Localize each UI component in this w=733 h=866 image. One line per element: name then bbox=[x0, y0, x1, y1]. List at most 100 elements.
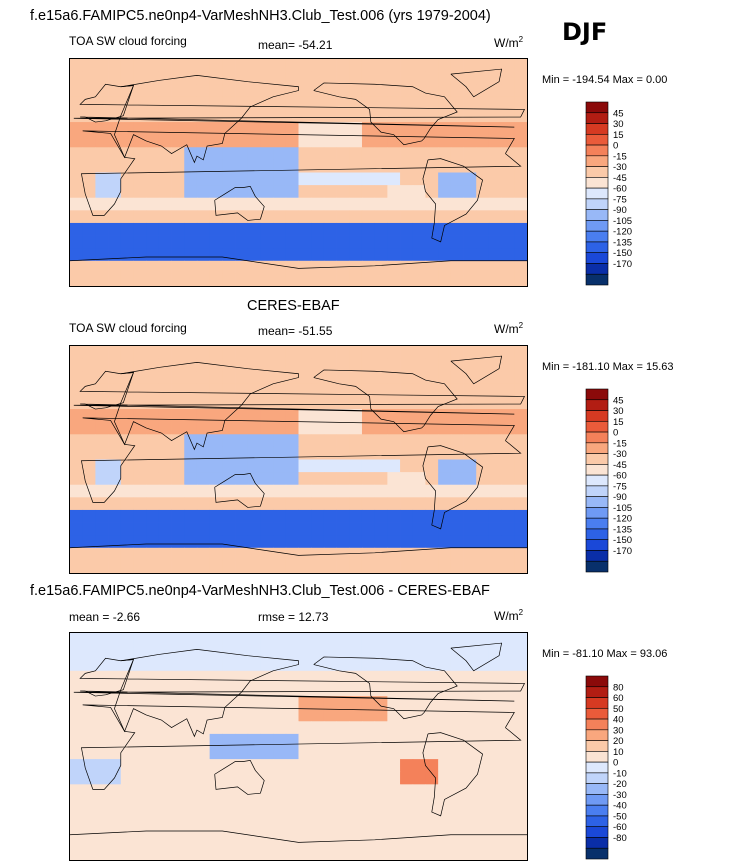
map-field-cell bbox=[120, 421, 134, 435]
map-field-cell bbox=[171, 721, 185, 735]
map-field-cell bbox=[82, 122, 96, 136]
map-field-cell bbox=[184, 383, 198, 397]
map-field-cell bbox=[374, 834, 388, 848]
map-field-cell bbox=[285, 109, 299, 123]
map-field-cell bbox=[184, 658, 198, 672]
map-field-cell bbox=[450, 96, 464, 110]
map-field-cell bbox=[349, 459, 363, 473]
map-field-cell bbox=[273, 472, 287, 486]
map-field-cell bbox=[463, 708, 477, 722]
map-field-cell bbox=[450, 446, 464, 460]
map-field-cell bbox=[311, 147, 325, 161]
map-field-cell bbox=[349, 796, 363, 810]
map-field-cell bbox=[488, 560, 502, 573]
map-field-cell bbox=[336, 134, 350, 148]
map-field-cell bbox=[374, 122, 388, 136]
map-field-cell bbox=[361, 497, 376, 511]
map-field-cell bbox=[488, 522, 502, 536]
map-field-cell bbox=[374, 222, 388, 236]
map-field-cell bbox=[400, 497, 414, 511]
map-field-cell bbox=[463, 784, 477, 798]
coastline bbox=[81, 705, 520, 789]
map-field-cell bbox=[349, 547, 363, 561]
map-field-cell bbox=[184, 633, 198, 646]
map-field-cell bbox=[247, 547, 261, 561]
map-field-cell bbox=[209, 497, 223, 511]
map-field-cell bbox=[438, 210, 452, 224]
map-field-cell bbox=[222, 560, 236, 573]
map-field-cell bbox=[133, 358, 147, 372]
map-field-cell bbox=[120, 248, 134, 262]
map-field-cell bbox=[323, 696, 337, 710]
map-field-cell bbox=[196, 172, 211, 186]
map-field-cell bbox=[463, 172, 477, 186]
map-field-cell bbox=[311, 459, 325, 473]
map-field-cell bbox=[374, 683, 388, 697]
map-field-cell bbox=[374, 248, 388, 262]
map-field-cell bbox=[311, 446, 325, 460]
map-field-cell bbox=[361, 358, 376, 372]
map-field-cell bbox=[514, 358, 527, 372]
map-field-cell bbox=[247, 346, 261, 359]
map-field-cell bbox=[209, 172, 223, 186]
map-field-cell bbox=[361, 421, 376, 435]
map-field-cell bbox=[171, 185, 185, 199]
colorbar-label: -105 bbox=[613, 503, 632, 514]
map-field-cell bbox=[336, 358, 350, 372]
map-field-cell bbox=[222, 809, 236, 823]
map-field-cell bbox=[412, 172, 426, 186]
map-field-cell bbox=[70, 185, 84, 199]
map-field-cell bbox=[323, 235, 337, 249]
map-field-cell bbox=[450, 383, 464, 397]
map-field-cell bbox=[387, 560, 401, 573]
map-field-cell bbox=[400, 535, 414, 549]
map-field-cell bbox=[146, 497, 160, 511]
map-field-cell bbox=[463, 446, 477, 460]
map-field-cell bbox=[361, 260, 376, 274]
panel-1-variable-label: TOA SW cloud forcing bbox=[69, 34, 187, 48]
map-field-cell bbox=[146, 809, 160, 823]
map-field-cell bbox=[235, 248, 249, 262]
map-field-cell bbox=[323, 421, 337, 435]
map-field-cell bbox=[463, 147, 477, 161]
map-field-cell bbox=[311, 421, 325, 435]
map-field-cell bbox=[476, 197, 490, 211]
map-field-cell bbox=[273, 484, 287, 498]
map-field-cell bbox=[400, 796, 414, 810]
map-field-cell bbox=[108, 847, 122, 860]
map-field-cell bbox=[476, 759, 490, 773]
map-field-cell bbox=[82, 733, 96, 747]
map-field-cell bbox=[336, 645, 350, 659]
map-field-cell bbox=[209, 633, 223, 646]
map-field-cell bbox=[133, 759, 147, 773]
map-field-cell bbox=[260, 371, 274, 385]
map-field-cell bbox=[235, 784, 249, 798]
map-field-cell bbox=[285, 784, 299, 798]
map-field-cell bbox=[387, 172, 401, 186]
map-field-cell bbox=[209, 122, 223, 136]
map-field-cell bbox=[336, 784, 350, 798]
map-field-cell bbox=[82, 809, 96, 823]
map-field-cell bbox=[311, 547, 325, 561]
map-field-cell bbox=[387, 59, 401, 72]
map-field-cell bbox=[501, 459, 515, 473]
map-field-cell bbox=[387, 809, 401, 823]
map-field-cell bbox=[463, 159, 477, 173]
map-field-cell bbox=[222, 210, 236, 224]
map-field-cell bbox=[450, 109, 464, 123]
map-field-cell bbox=[438, 147, 452, 161]
map-field-cell bbox=[349, 633, 363, 646]
map-field-cell bbox=[235, 122, 249, 136]
map-field-cell bbox=[438, 560, 452, 573]
map-field-cell bbox=[171, 759, 185, 773]
map-field-cell bbox=[95, 535, 109, 549]
map-field-cell bbox=[323, 796, 337, 810]
map-field-cell bbox=[196, 358, 211, 372]
map-field-cell bbox=[235, 358, 249, 372]
map-field-cell bbox=[285, 134, 299, 148]
map-field-cell bbox=[438, 809, 452, 823]
map-field-cell bbox=[438, 84, 452, 98]
map-field-cell bbox=[247, 446, 261, 460]
map-field-cell bbox=[514, 721, 527, 735]
map-field-cell bbox=[323, 784, 337, 798]
